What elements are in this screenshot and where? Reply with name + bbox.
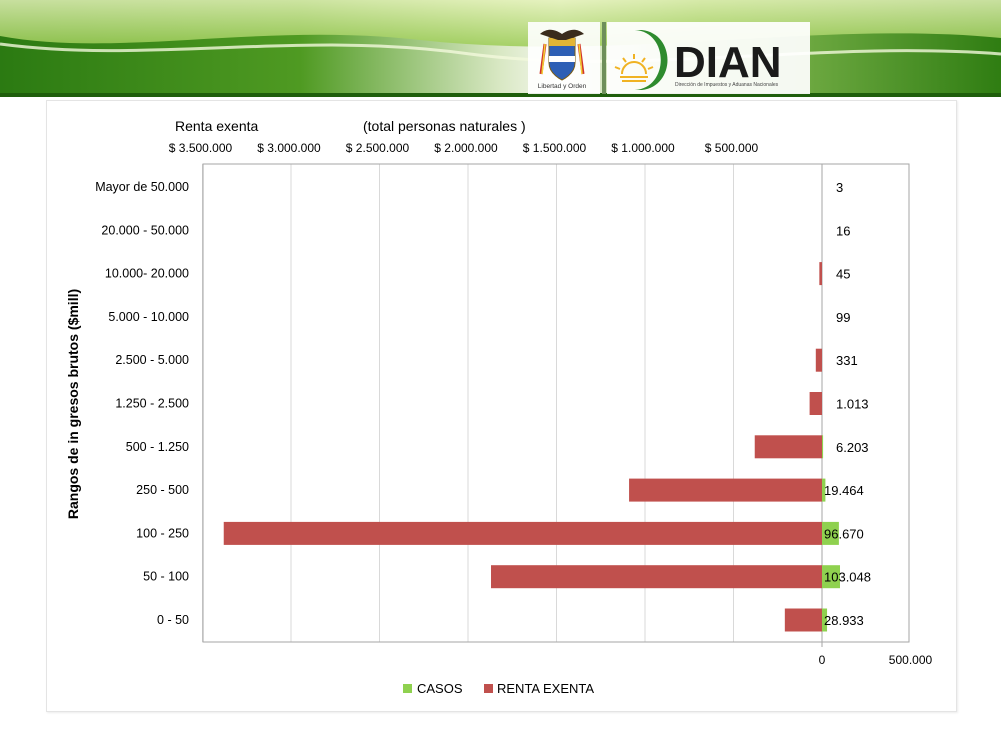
sun-icon bbox=[614, 54, 654, 82]
category-label: 20.000 - 50.000 bbox=[101, 223, 189, 237]
legend-swatch-casos bbox=[403, 684, 412, 693]
bottom-axis-tick-label: 0 bbox=[819, 653, 826, 667]
casos-data-label: 6.203 bbox=[836, 440, 869, 455]
chart-title-left: Renta exenta bbox=[175, 118, 258, 134]
y-axis-title: Rangos de in gresos brutos ($mill) bbox=[65, 289, 81, 519]
casos-data-label: 99 bbox=[836, 310, 850, 325]
top-axis-tick-label: $ 500.000 bbox=[705, 141, 759, 155]
bar-renta-exenta bbox=[815, 348, 822, 372]
legend-label-renta-exenta: RENTA EXENTA bbox=[497, 681, 594, 696]
casos-data-label: 3 bbox=[836, 180, 843, 195]
category-label: 100 - 250 bbox=[136, 526, 189, 540]
top-axis-tick-label: $ 1.000.000 bbox=[611, 141, 675, 155]
category-label: 250 - 500 bbox=[136, 483, 189, 497]
header-banner: Libertad y Orden DIAN Dirección de Impue… bbox=[0, 0, 1001, 97]
top-axis-tick-label: $ 3.000.000 bbox=[257, 141, 321, 155]
casos-data-label: 103.048 bbox=[824, 570, 871, 585]
bottom-axis-tick-label: 500.000 bbox=[889, 653, 933, 667]
bar-casos bbox=[822, 521, 839, 545]
bar-renta-exenta bbox=[223, 521, 823, 545]
bar-renta-exenta bbox=[809, 392, 822, 415]
casos-data-label: 96.670 bbox=[824, 526, 864, 541]
category-label: 1.250 - 2.500 bbox=[115, 397, 189, 411]
bar-renta-exenta bbox=[629, 478, 822, 502]
crest-logo: Libertad y Orden bbox=[528, 22, 600, 94]
dian-subtitle: Dirección de Impuestos y Aduanas Naciona… bbox=[675, 82, 779, 88]
dian-logo: DIAN Dirección de Impuestos y Aduanas Na… bbox=[607, 22, 810, 94]
category-label: 0 - 50 bbox=[157, 613, 189, 627]
top-axis-tick-label: $ 2.000.000 bbox=[434, 141, 498, 155]
dian-wordmark: DIAN bbox=[674, 38, 782, 87]
bar-casos bbox=[822, 565, 840, 589]
category-label: 500 - 1.250 bbox=[126, 440, 189, 454]
casos-data-label: 16 bbox=[836, 223, 850, 238]
legend-label-casos: CASOS bbox=[417, 681, 463, 696]
bar-renta-exenta bbox=[754, 435, 822, 459]
legend-swatch-renta-exenta bbox=[484, 684, 493, 693]
category-label: 50 - 100 bbox=[143, 570, 189, 584]
casos-data-label: 1.013 bbox=[836, 397, 869, 412]
top-axis-tick-label: $ 1.500.000 bbox=[523, 141, 587, 155]
chart-title-right: (total personas naturales ) bbox=[363, 118, 526, 134]
bar-renta-exenta bbox=[491, 565, 822, 589]
dian-d-icon bbox=[633, 30, 668, 90]
casos-data-label: 331 bbox=[836, 353, 858, 368]
casos-data-label: 19.464 bbox=[824, 483, 864, 498]
category-label: 5.000 - 10.000 bbox=[108, 310, 189, 324]
bar-casos bbox=[822, 435, 824, 459]
bar-casos bbox=[822, 478, 826, 502]
category-label: 2.500 - 5.000 bbox=[115, 353, 189, 367]
casos-data-label: 28.933 bbox=[824, 613, 864, 628]
legend: CASOS RENTA EXENTA bbox=[403, 681, 594, 696]
casos-data-label: 45 bbox=[836, 267, 850, 282]
plot-area-border bbox=[202, 163, 910, 643]
top-axis-tick-label: $ 2.500.000 bbox=[346, 141, 410, 155]
category-label: Mayor de 50.000 bbox=[95, 180, 189, 194]
top-axis-tick-label: $ 3.500.000 bbox=[169, 141, 233, 155]
bar-renta-exenta bbox=[819, 262, 822, 286]
bar-renta-exenta bbox=[784, 608, 822, 632]
bar-casos bbox=[822, 608, 828, 632]
crest-caption: Libertad y Orden bbox=[538, 83, 587, 90]
category-label: 10.000- 20.000 bbox=[105, 267, 189, 281]
